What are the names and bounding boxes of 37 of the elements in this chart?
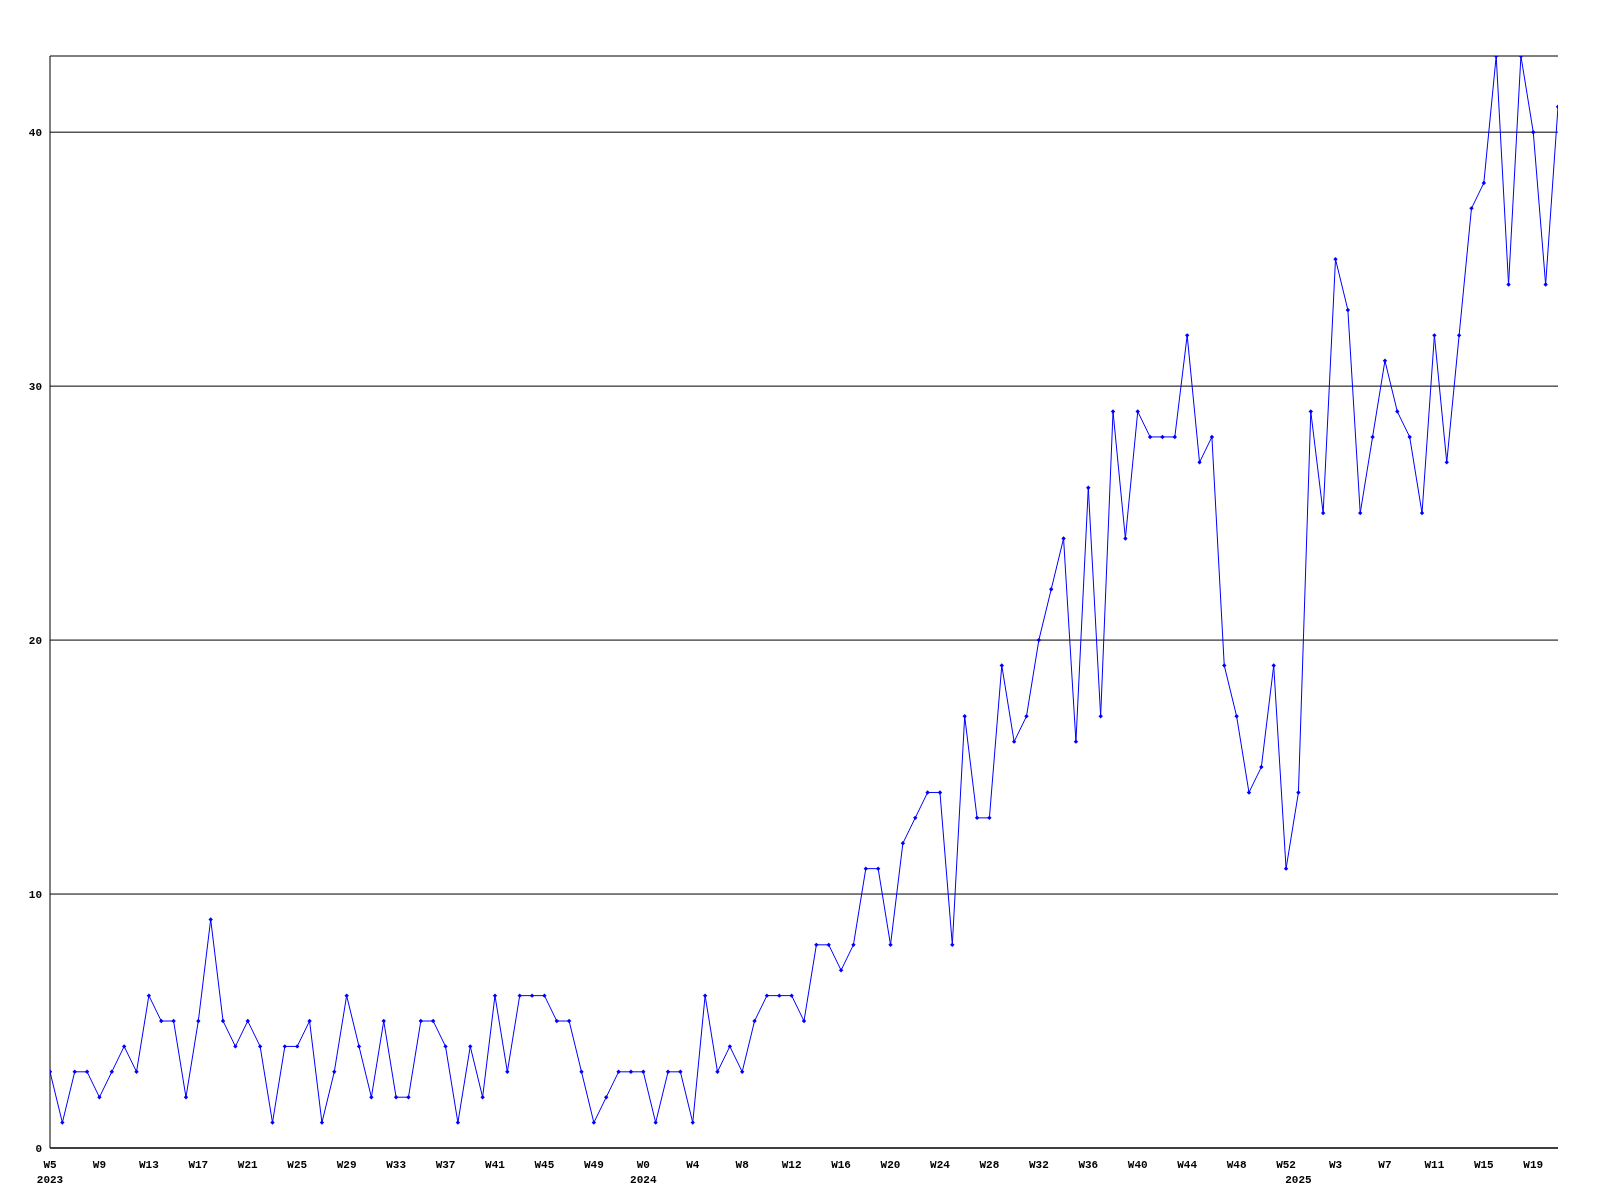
x-tick-label: W15 (1473, 1159, 1495, 1171)
x-tick-label: W0 2024 (630, 1159, 657, 1186)
x-tick-label: W25 (287, 1159, 308, 1171)
x-tick-label: W17 (188, 1159, 209, 1171)
x-tick-label: 2025 (1285, 1174, 1313, 1186)
x-tick-label: W29 (336, 1159, 357, 1171)
x-tick-label: W8 (735, 1159, 750, 1171)
x-tick-label: W37 (435, 1159, 456, 1171)
x-tick-label: W33 (386, 1159, 407, 1171)
y-tick-label: 30 (28, 381, 42, 394)
x-tick-label: W41 (485, 1159, 506, 1171)
x-tick-label: W24 (930, 1159, 951, 1171)
x-tick-label: W19 (1523, 1159, 1544, 1171)
x-tick-label: W20 (880, 1159, 901, 1171)
x-tick-label: W5 2023 (36, 1159, 64, 1186)
x-tick-label: W12 (781, 1159, 802, 1171)
x-tick-label: W7 (1378, 1159, 1392, 1171)
x-tick-label: W16 (831, 1159, 851, 1171)
x-tick-label: W13 (138, 1159, 160, 1171)
x-tick-label: W32 (1028, 1159, 1049, 1171)
x-tick-label: W9 (92, 1159, 107, 1171)
x-tick-label: W48 (1226, 1159, 1247, 1171)
x-tick-label: W11 (1424, 1159, 1445, 1171)
x-tick-label: W45 (534, 1159, 555, 1171)
y-tick-label: 0 (35, 1142, 42, 1155)
x-tick-label: W44 (1177, 1159, 1198, 1171)
y-tick-label: 20 (28, 635, 42, 647)
x-tick-label: W49 (583, 1159, 604, 1171)
x-tick-label: W3 (1328, 1159, 1343, 1171)
y-tick-label: 10 (28, 888, 42, 901)
x-tick-label: W52 (1276, 1159, 1296, 1171)
x-tick-label: W21 (237, 1159, 259, 1171)
y-tick-label: 40 (28, 127, 42, 140)
x-tick-label: W28 (979, 1159, 1000, 1171)
x-tick-label: W36 (1078, 1159, 1099, 1171)
x-tick-label: W4 (686, 1159, 700, 1171)
x-tick-label: W40 (1127, 1159, 1148, 1171)
